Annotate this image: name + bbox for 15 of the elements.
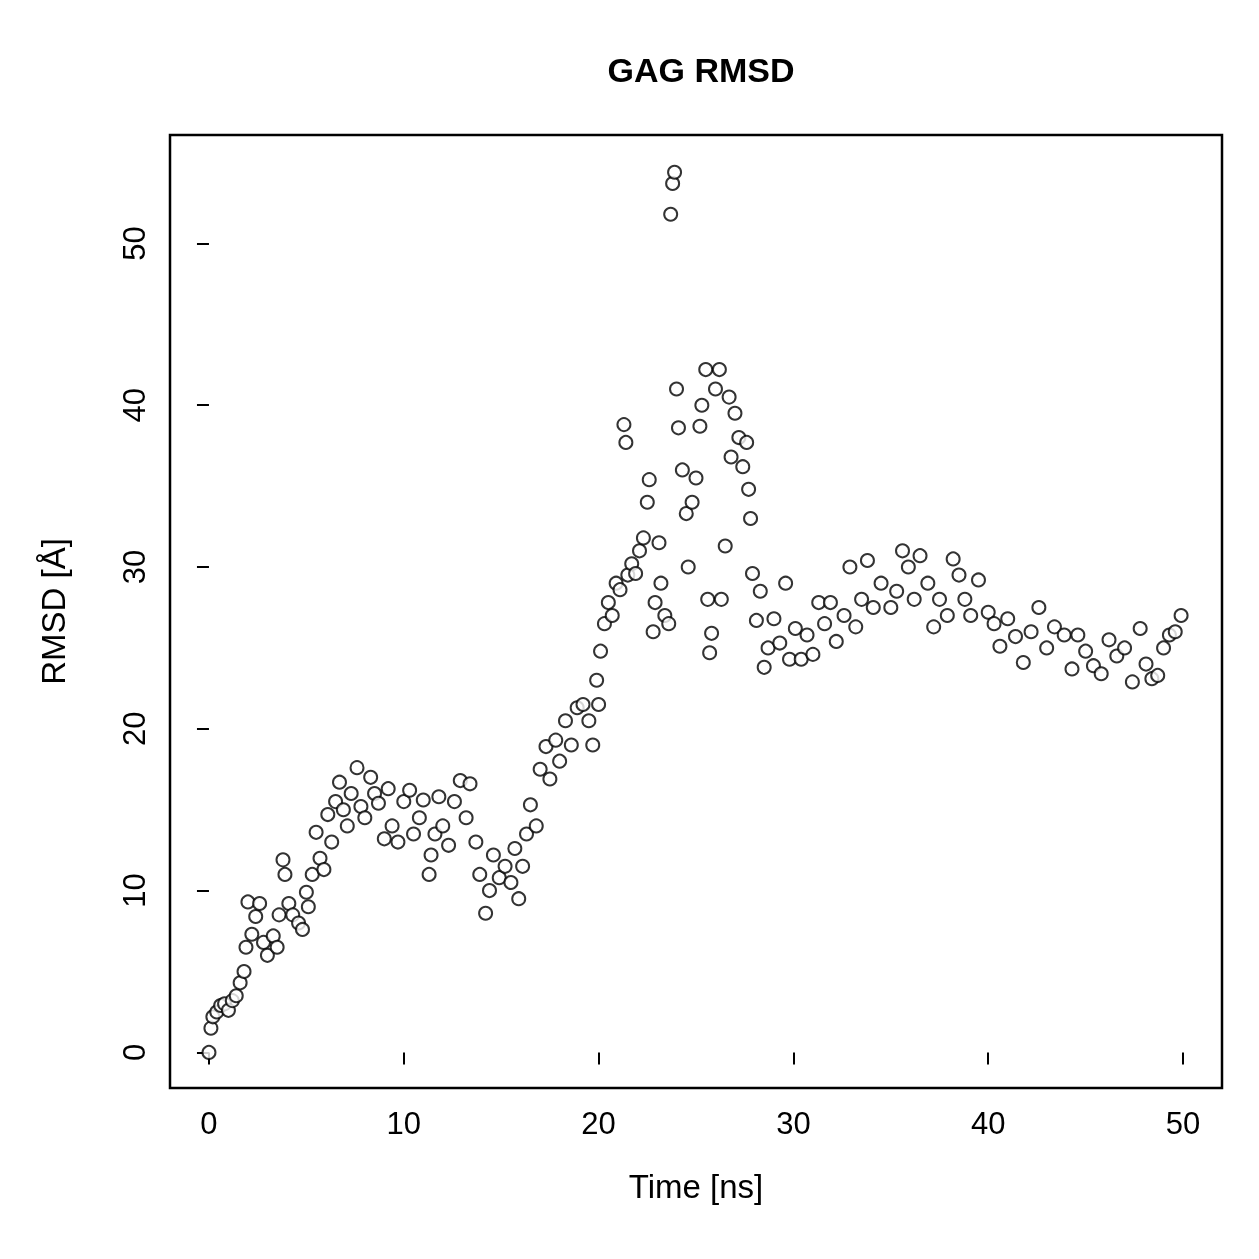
x-tick-label: 50 — [1165, 1106, 1201, 1141]
x-tick-label: 20 — [581, 1106, 616, 1141]
x-tick-label: 30 — [776, 1106, 811, 1141]
y-tick-label: 0 — [117, 1043, 152, 1062]
chart-title: GAG RMSD — [607, 51, 795, 89]
y-tick-label: 20 — [117, 711, 152, 747]
x-axis-title: Time [ns] — [628, 1168, 764, 1205]
y-tick-label: 50 — [117, 226, 152, 261]
y-tick-label: 30 — [117, 549, 152, 585]
y-tick-label: 40 — [117, 387, 152, 423]
x-tick-label: 10 — [386, 1106, 422, 1141]
x-tick-label: 40 — [970, 1106, 1006, 1141]
y-tick-label: 10 — [117, 873, 152, 908]
x-tick-label: 0 — [200, 1106, 218, 1141]
y-axis-title: RMSD [Å] — [35, 538, 72, 685]
